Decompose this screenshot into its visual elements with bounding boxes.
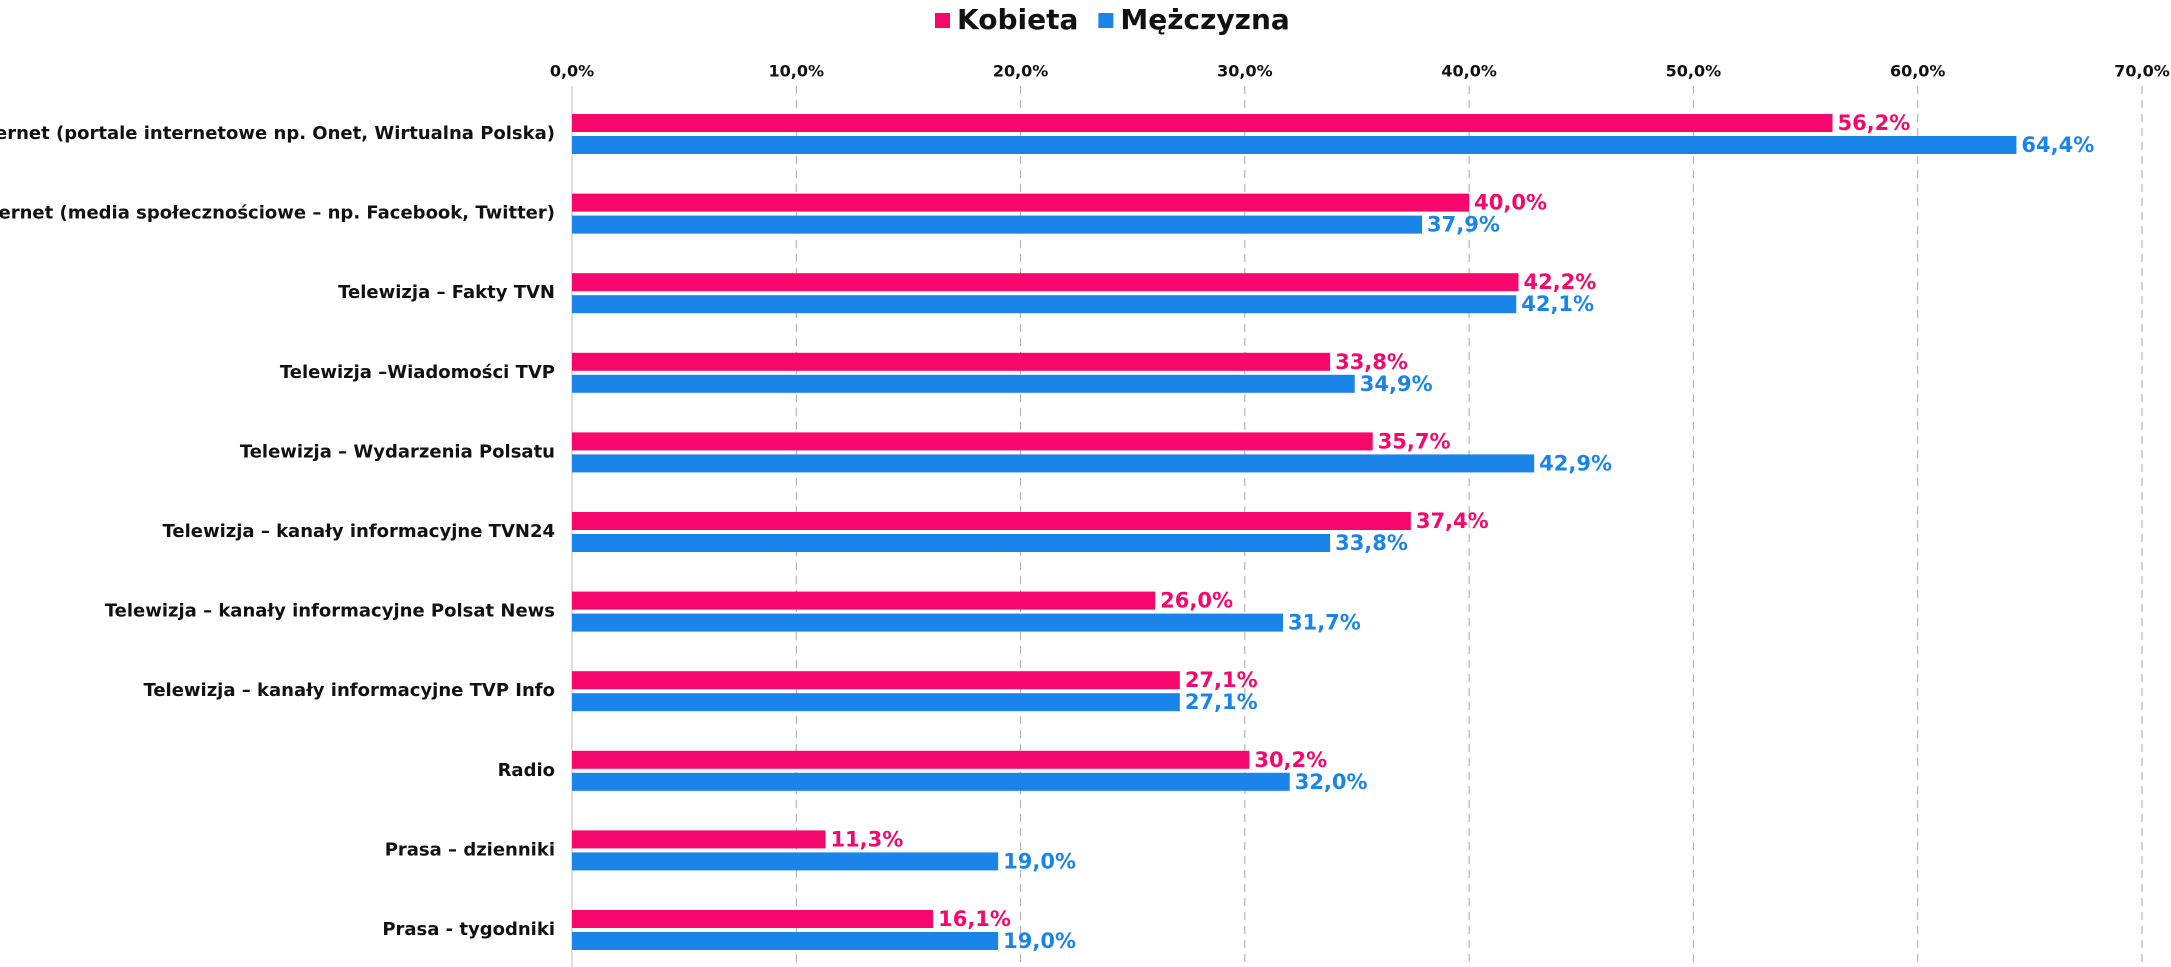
x-tick-label: 60,0% [1890, 62, 1946, 81]
value-label: 64,4% [2021, 133, 2094, 157]
value-label: 11,3% [830, 827, 903, 851]
bar [572, 750, 1250, 769]
bar [572, 910, 934, 928]
value-label: 42,2% [1523, 270, 1596, 294]
value-label: 40,0% [1474, 191, 1547, 215]
value-label: 35,7% [1378, 429, 1451, 453]
bar [572, 114, 1833, 132]
bar [572, 830, 826, 849]
bar [572, 591, 1156, 610]
bar [572, 215, 1423, 234]
bar [572, 932, 999, 950]
legend-swatch [1098, 13, 1114, 28]
bar [572, 693, 1180, 712]
legend-label: Mężczyzna [1120, 3, 1289, 36]
legend-label: Kobieta [957, 3, 1078, 36]
y-tick-label: Telewizja – kanały informacyjne TVN24 [162, 521, 555, 542]
value-label: 27,1% [1185, 690, 1258, 714]
bar [572, 671, 1180, 690]
value-label: 16,1% [938, 907, 1011, 931]
y-tick-label: Telewizja – kanały informacyjne Polsat N… [105, 601, 555, 622]
value-label: 34,9% [1360, 372, 1433, 396]
bar [572, 534, 1331, 552]
value-label: 33,8% [1335, 350, 1408, 374]
bar [572, 136, 2017, 154]
x-tick-label: 0,0% [550, 62, 594, 81]
bar [572, 613, 1283, 632]
value-label: 56,2% [1837, 111, 1910, 135]
bar [572, 454, 1535, 473]
y-tick-label: Prasa - tygodniki [382, 919, 555, 940]
bar [572, 374, 1355, 393]
bar [572, 273, 1519, 292]
y-tick-label: Telewizja –Wiadomości TVP [280, 362, 555, 383]
bar [572, 772, 1290, 791]
bar [572, 432, 1373, 451]
y-tick-label: Prasa – dzienniki [385, 839, 555, 860]
value-label: 19,0% [1003, 929, 1076, 953]
x-tick-label: 50,0% [1666, 62, 1722, 81]
legend-swatch [935, 13, 950, 28]
value-label: 30,2% [1254, 748, 1327, 772]
value-label: 37,4% [1416, 509, 1489, 533]
value-label: 32,0% [1295, 770, 1368, 794]
value-label: 42,9% [1539, 451, 1612, 475]
bar [572, 193, 1470, 212]
value-label: 42,1% [1521, 292, 1594, 316]
y-tick-label: Internet (media społecznościowe – np. Fa… [0, 203, 555, 224]
value-label: 31,7% [1288, 611, 1361, 635]
x-tick-label: 70,0% [2114, 62, 2170, 81]
y-tick-label: Telewizja – Wydarzenia Polsatu [240, 441, 555, 462]
x-tick-label: 40,0% [1441, 62, 1497, 81]
bar [572, 512, 1411, 530]
y-tick-label: Telewizja – kanały informacyjne TVP Info [143, 680, 555, 701]
y-tick-label: Internet (portale internetowe np. Onet, … [0, 123, 555, 144]
bar [572, 352, 1331, 371]
value-label: 19,0% [1003, 849, 1076, 873]
x-tick-label: 30,0% [1217, 62, 1273, 81]
value-label: 37,9% [1427, 213, 1500, 237]
value-label: 33,8% [1335, 531, 1408, 555]
x-tick-label: 20,0% [993, 62, 1049, 81]
bar [572, 852, 999, 871]
value-label: 26,0% [1160, 589, 1233, 613]
y-tick-label: Radio [498, 760, 555, 781]
x-tick-label: 10,0% [769, 62, 825, 81]
bar [572, 295, 1517, 314]
value-label: 27,1% [1185, 668, 1258, 692]
y-tick-label: Telewizja – Fakty TVN [338, 282, 555, 303]
